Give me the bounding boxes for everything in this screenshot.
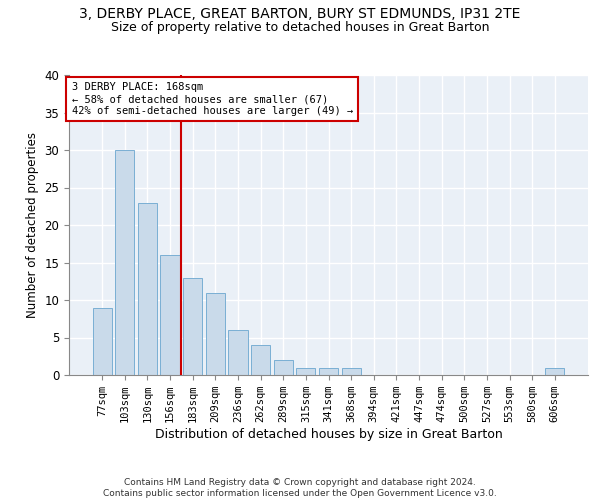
Bar xyxy=(274,360,293,375)
Bar xyxy=(92,308,112,375)
Bar xyxy=(138,202,157,375)
X-axis label: Distribution of detached houses by size in Great Barton: Distribution of detached houses by size … xyxy=(155,428,502,441)
Bar xyxy=(545,368,565,375)
Text: Contains HM Land Registry data © Crown copyright and database right 2024.
Contai: Contains HM Land Registry data © Crown c… xyxy=(103,478,497,498)
Text: 3, DERBY PLACE, GREAT BARTON, BURY ST EDMUNDS, IP31 2TE: 3, DERBY PLACE, GREAT BARTON, BURY ST ED… xyxy=(79,8,521,22)
Bar xyxy=(160,255,180,375)
Y-axis label: Number of detached properties: Number of detached properties xyxy=(26,132,39,318)
Bar xyxy=(206,292,225,375)
Bar xyxy=(251,345,270,375)
Bar xyxy=(296,368,316,375)
Bar xyxy=(183,278,202,375)
Bar xyxy=(341,368,361,375)
Bar xyxy=(319,368,338,375)
Bar xyxy=(115,150,134,375)
Text: 3 DERBY PLACE: 168sqm
← 58% of detached houses are smaller (67)
42% of semi-deta: 3 DERBY PLACE: 168sqm ← 58% of detached … xyxy=(71,82,353,116)
Bar xyxy=(229,330,248,375)
Text: Size of property relative to detached houses in Great Barton: Size of property relative to detached ho… xyxy=(111,21,489,34)
